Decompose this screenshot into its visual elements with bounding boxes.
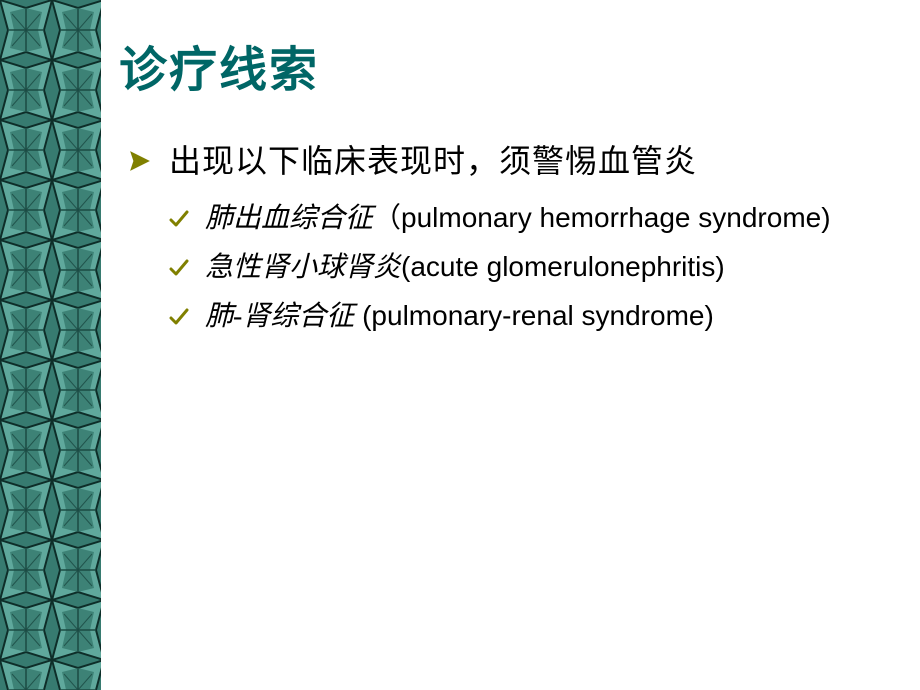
cracked-texture-icon <box>0 0 105 690</box>
sidebar-texture <box>0 0 105 690</box>
check-bullet-icon <box>169 258 189 278</box>
sub-bullet-item: 肺-肾综合征 (pulmonary-renal syndrome) <box>169 295 880 338</box>
sub-bullet-item: 肺出血综合征（pulmonary hemorrhage syndrome) <box>169 197 880 240</box>
sub-cn: 肺出血综合征 <box>205 203 373 234</box>
main-bullet: 出现以下临床表现时，须警惕血管炎 <box>113 140 880 183</box>
slide-title: 诊疗线索 <box>113 30 880 100</box>
check-bullet-icon <box>169 209 189 229</box>
slide: 诊疗线索 出现以下临床表现时，须警惕血管炎 肺出血综合征（pulmonary h… <box>0 0 920 690</box>
sub-bullet-text: 急性肾小球肾炎(acute glomerulonephritis) <box>205 246 725 289</box>
sub-cn: 急性肾小球肾炎 <box>205 252 401 283</box>
sub-en: （pulmonary hemorrhage syndrome) <box>373 202 831 233</box>
sub-en: (acute glomerulonephritis) <box>401 251 725 282</box>
arrow-bullet-icon <box>129 150 151 172</box>
main-bullet-text: 出现以下临床表现时，须警惕血管炎 <box>169 140 697 183</box>
sub-bullet-list: 肺出血综合征（pulmonary hemorrhage syndrome) 急性… <box>113 197 880 338</box>
sub-bullet-text: 肺-肾综合征 (pulmonary-renal syndrome) <box>205 295 714 338</box>
check-bullet-icon <box>169 307 189 327</box>
sub-cn: 肺-肾综合征 <box>205 301 354 332</box>
sub-bullet-text: 肺出血综合征（pulmonary hemorrhage syndrome) <box>205 197 831 240</box>
sub-bullet-item: 急性肾小球肾炎(acute glomerulonephritis) <box>169 246 880 289</box>
sub-en: (pulmonary-renal syndrome) <box>354 300 713 331</box>
slide-content: 诊疗线索 出现以下临床表现时，须警惕血管炎 肺出血综合征（pulmonary h… <box>105 0 920 690</box>
